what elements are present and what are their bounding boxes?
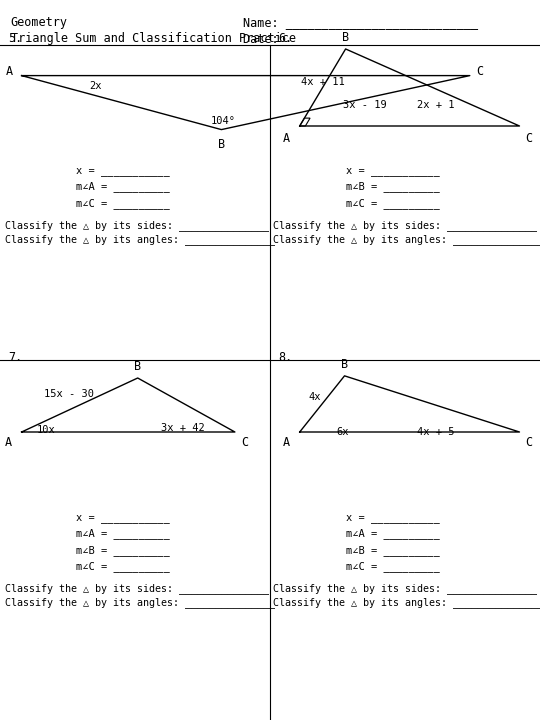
Text: 6.: 6.	[278, 32, 292, 45]
Text: 2x + 1: 2x + 1	[417, 100, 455, 110]
Text: m∠A = _________: m∠A = _________	[76, 181, 170, 192]
Text: C: C	[525, 436, 533, 449]
Text: B: B	[342, 31, 349, 44]
Text: Classify the △ by its angles: _______________: Classify the △ by its angles: __________…	[273, 234, 540, 246]
Text: Classify the △ by its angles: _______________: Classify the △ by its angles: __________…	[5, 597, 275, 608]
Text: x = ___________: x = ___________	[76, 166, 170, 176]
Text: Triangle Sum and Classification Practice: Triangle Sum and Classification Practice	[11, 32, 296, 45]
Text: 5.: 5.	[8, 32, 22, 45]
Text: m∠A = _________: m∠A = _________	[76, 528, 170, 539]
Text: m∠C = _________: m∠C = _________	[76, 198, 170, 209]
Text: 4x + 5: 4x + 5	[417, 427, 455, 437]
Text: Classify the △ by its angles: _______________: Classify the △ by its angles: __________…	[273, 597, 540, 608]
Text: Classify the △ by its sides: _______________: Classify the △ by its sides: ___________…	[273, 582, 537, 594]
Text: 3x + 42: 3x + 42	[161, 423, 205, 433]
Text: m∠B = _________: m∠B = _________	[76, 545, 170, 556]
Text: x = ___________: x = ___________	[346, 166, 440, 176]
Text: 4x + 11: 4x + 11	[301, 77, 345, 87]
Text: Classify the △ by its sides: _______________: Classify the △ by its sides: ___________…	[5, 582, 269, 594]
Text: x = ___________: x = ___________	[76, 513, 170, 523]
Text: Name: ___________________________: Name: ___________________________	[243, 16, 478, 29]
Text: A: A	[282, 132, 290, 145]
Text: 3x - 19: 3x - 19	[343, 100, 387, 110]
Text: A: A	[282, 436, 290, 449]
Text: 15x - 30: 15x - 30	[44, 390, 94, 400]
Text: m∠B = _________: m∠B = _________	[346, 181, 440, 192]
Text: m∠C = _________: m∠C = _________	[76, 562, 170, 572]
Text: B: B	[218, 138, 225, 150]
Text: C: C	[525, 132, 533, 145]
Text: m∠C = _________: m∠C = _________	[346, 198, 440, 209]
Text: 2x: 2x	[89, 81, 102, 91]
Text: 6x: 6x	[336, 427, 348, 437]
Text: 104°: 104°	[211, 116, 235, 126]
Text: Date:  ___________________________: Date: ___________________________	[243, 32, 485, 45]
Text: m∠C = _________: m∠C = _________	[346, 562, 440, 572]
Text: A: A	[6, 65, 14, 78]
Text: 7.: 7.	[8, 351, 22, 364]
Text: C: C	[476, 65, 483, 78]
Text: A: A	[4, 436, 12, 449]
Text: B: B	[134, 360, 141, 373]
Text: m∠B = _________: m∠B = _________	[346, 545, 440, 556]
Text: 4x: 4x	[309, 392, 321, 402]
Text: m∠A = _________: m∠A = _________	[346, 528, 440, 539]
Text: Geometry: Geometry	[11, 16, 68, 29]
Text: C: C	[241, 436, 248, 449]
Text: Classify the △ by its sides: _______________: Classify the △ by its sides: ___________…	[5, 220, 269, 231]
Text: x = ___________: x = ___________	[346, 513, 440, 523]
Text: B: B	[341, 358, 348, 371]
Text: Classify the △ by its angles: _______________: Classify the △ by its angles: __________…	[5, 234, 275, 246]
Text: 8.: 8.	[278, 351, 292, 364]
Text: 10x: 10x	[37, 426, 56, 436]
Text: Classify the △ by its sides: _______________: Classify the △ by its sides: ___________…	[273, 220, 537, 231]
